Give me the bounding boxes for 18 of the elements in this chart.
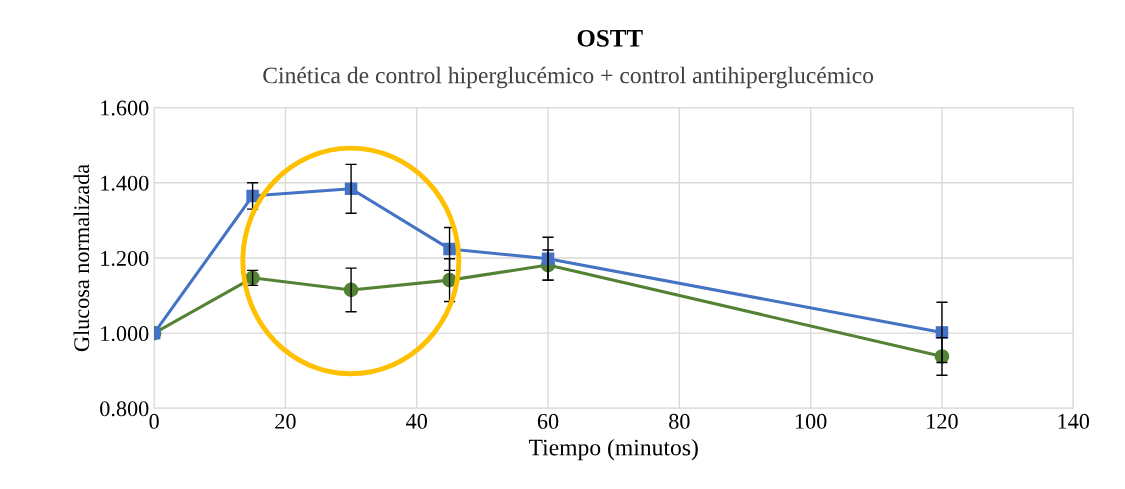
x-tick-label: 40 <box>406 413 427 429</box>
x-tick-label: 60 <box>537 413 559 429</box>
y-tick-label: 1.200 <box>101 250 149 266</box>
chart-title: OSTT <box>577 29 643 47</box>
x-tick-label: 80 <box>669 413 690 429</box>
y-tick-label: 0.800 <box>100 401 149 417</box>
chart-subtitle: Cinética de control hiperglucémico + control antihiperglucémico <box>263 66 874 89</box>
y-tick-label: 1.000 <box>101 326 149 342</box>
x-tick-label: 20 <box>275 413 296 429</box>
x-tick-label: 100 <box>795 413 827 429</box>
y-axis-title: Glucosa normalizada <box>73 164 90 352</box>
x-tick-label: 0 <box>149 413 159 429</box>
y-tick-label: 1.600 <box>101 100 149 116</box>
x-tick-label: 120 <box>927 413 958 429</box>
y-tick-label: 1.400 <box>101 175 149 191</box>
x-tick-label: 140 <box>1058 413 1090 429</box>
x-axis-title: Tiempo (minutos) <box>528 438 698 461</box>
point <box>443 242 456 256</box>
